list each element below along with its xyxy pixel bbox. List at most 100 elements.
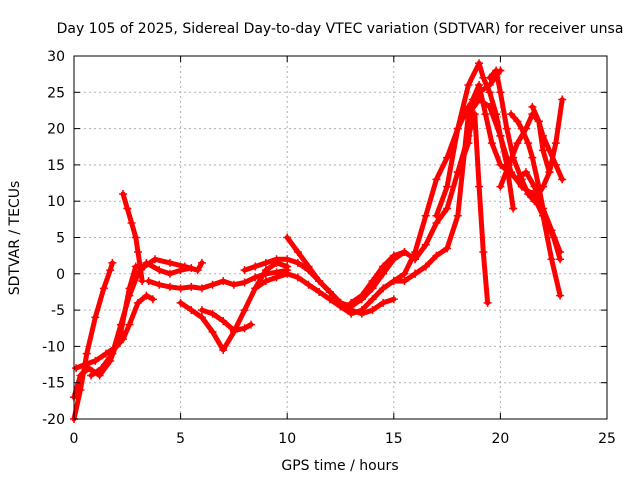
data-point [72,364,81,373]
y-axis-label: SDTVAR / TECUs [7,181,23,296]
data-point [246,320,255,329]
data-point [485,73,494,82]
y-tick-label: 10 [47,194,65,210]
data-point [513,117,522,126]
series-line-pass-10 [252,271,418,317]
data-point [251,284,260,293]
data-point [261,266,270,275]
y-tick-label: -10 [42,339,65,355]
data-point [492,110,501,119]
series-line-pass-20 [529,104,565,182]
data-point [176,266,185,275]
data-point [524,189,533,198]
data-point [539,204,548,213]
data-point [411,248,420,257]
data-point [521,168,530,177]
data-point [229,326,238,335]
data-point [551,160,560,169]
data-point [411,269,420,278]
series-markers-pass-20 [528,102,567,184]
data-point [502,124,511,133]
data-point [272,255,281,264]
data-point [421,211,430,220]
series-line-pass-12 [348,111,491,306]
data-point [496,131,505,140]
data-point [165,258,174,267]
chart-ticks [73,55,608,420]
data-point [251,273,260,282]
x-tick-label: 15 [385,431,403,447]
data-point [76,371,85,380]
data-point [400,269,409,278]
series-line-pass-7 [178,260,290,353]
data-point [524,139,533,148]
data-point [219,277,228,286]
data-point [315,277,324,286]
data-point [304,280,313,289]
data-point [187,306,196,315]
data-point [197,313,206,322]
data-point [155,266,164,275]
data-point [336,298,345,307]
data-point [119,189,128,198]
series-markers-pass-16 [453,81,565,300]
data-point [556,248,565,257]
data-point [468,95,477,104]
x-tick-label: 20 [491,431,509,447]
data-point [165,269,174,278]
x-tick-label: 0 [70,431,79,447]
data-point [421,262,430,271]
data-point [123,204,132,213]
series-line-pass-3 [73,293,156,371]
data-point [125,291,134,300]
data-point [558,175,567,184]
data-point [379,262,388,271]
data-point [556,255,565,264]
data-point [357,291,366,300]
y-tick-label: 15 [47,158,65,174]
series-markers-pass-5 [119,189,147,286]
data-point [208,280,217,289]
data-point [485,88,494,97]
data-point [251,262,260,271]
data-point [151,255,160,264]
y-tick-label: 20 [47,122,65,138]
data-point [208,309,217,318]
data-point [283,255,292,264]
data-point [507,110,516,119]
data-point [556,291,565,300]
data-point [165,282,174,291]
data-point [432,175,441,184]
data-point [539,131,548,140]
series-markers-pass-1 [70,258,117,423]
data-point [97,364,106,373]
data-point [545,146,554,155]
data-point [82,349,91,358]
data-point [108,258,117,267]
data-point [475,59,484,68]
data-point [116,320,125,329]
data-point [283,233,292,242]
data-point [443,244,452,253]
data-point [119,335,128,344]
data-point [193,266,202,275]
data-point [347,306,356,315]
data-point [293,273,302,282]
data-point [443,204,452,213]
data-point [547,255,556,264]
data-point [131,233,140,242]
data-point [187,263,196,272]
data-point [504,160,513,169]
data-point [80,360,89,369]
data-point [547,226,556,235]
series-line-pass-18 [497,111,552,190]
data-point [261,258,270,267]
series-markers-pass-19 [507,110,565,257]
chart-series [70,59,567,423]
data-point [229,280,238,289]
data-point [127,218,136,227]
series-markers-pass-4 [87,258,196,380]
data-point [379,284,388,293]
x-tick-label: 25 [598,431,616,447]
